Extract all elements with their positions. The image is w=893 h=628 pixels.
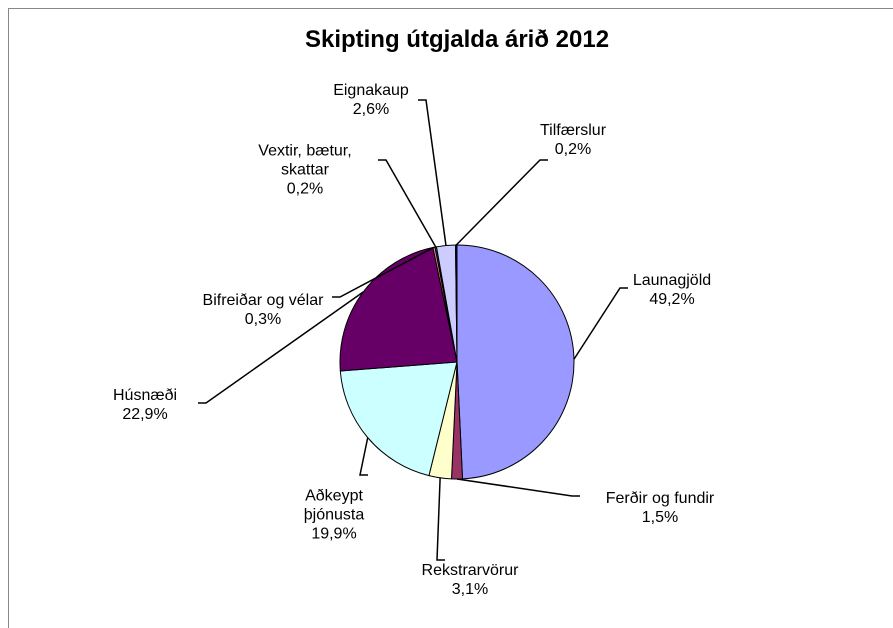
category-label: Húsnæði [112, 387, 178, 404]
data-label: Bifreiðar og vélar 0,3% [178, 291, 348, 329]
leader-line [359, 437, 369, 476]
leader-line [436, 477, 445, 561]
category-label: Launagjöld [632, 272, 712, 289]
category-label: Bifreiðar og vélar [202, 292, 324, 309]
data-label: Tilfærslur 0,2% [518, 121, 628, 159]
category-label: Vextir, bætur, skattar [258, 142, 352, 179]
pie-slice [456, 244, 575, 480]
leader-line [418, 99, 447, 246]
leader-line [573, 287, 628, 360]
value-label: 0,2% [286, 180, 324, 198]
leader-line [456, 478, 580, 497]
value-label: 19,9% [311, 525, 357, 543]
data-label: Launagjöld 49,2% [612, 271, 732, 309]
category-label: Eignakaup [333, 82, 409, 99]
data-label: Rekstrarvörur 3,1% [400, 561, 540, 599]
data-label: Ferðir og fundir 1,5% [580, 489, 740, 527]
leader-line [332, 246, 435, 298]
data-label: Eignakaup 2,6% [316, 81, 426, 119]
value-label: 3,1% [451, 581, 489, 598]
value-label: 2,6% [352, 101, 390, 118]
data-label: Vextir, bætur, skattar 0,2% [243, 142, 368, 199]
leader-line [378, 159, 437, 248]
chart-title: Skipting útgjalda árið 2012 [304, 26, 610, 53]
leader-line [198, 291, 364, 404]
category-label: Ferðir og fundir [605, 490, 715, 507]
value-label: 1,5% [641, 509, 679, 526]
leader-line [455, 159, 548, 246]
value-label: 0,2% [554, 141, 592, 158]
category-label: Tilfærslur [539, 122, 607, 139]
pie-slice [339, 246, 458, 372]
pie-slice [339, 361, 458, 477]
category-label: Rekstrarvörur [421, 562, 519, 579]
data-label: Aðkeypt þjónusta 19,9% [289, 487, 379, 544]
frame [8, 8, 893, 628]
value-label: 22,9% [122, 406, 168, 423]
data-label: Húsnæði 22,9% [95, 386, 195, 424]
category-label: Aðkeypt þjónusta [303, 487, 365, 524]
value-label: 0,3% [244, 311, 282, 328]
value-label: 49,2% [649, 291, 695, 308]
